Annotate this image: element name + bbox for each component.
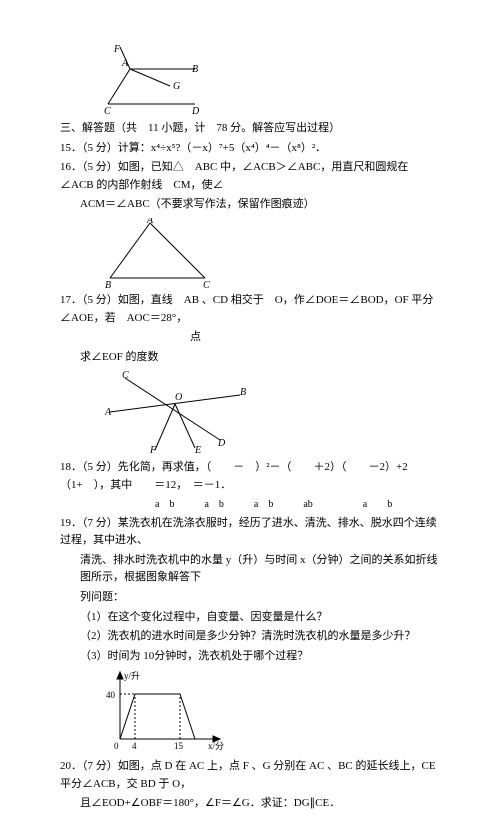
label-D: D bbox=[191, 106, 200, 116]
label-A: A bbox=[104, 407, 112, 418]
q18-text: 18．（5 分）先化简，再求值，（ － ）²－（ ＋2）（ －2）+2（1+ ）… bbox=[60, 459, 440, 494]
q18-vars: a b a b a b ab a b bbox=[60, 497, 440, 513]
label-G: G bbox=[173, 81, 180, 92]
label-C: C bbox=[122, 370, 129, 381]
q19-sub2: （2）洗衣机的进水时间是多少分钟？清洗时洗衣机的水量是多少升？ bbox=[60, 628, 440, 646]
label-B: B bbox=[105, 280, 111, 288]
label-F: F bbox=[113, 44, 121, 55]
q17-text-b: 点 bbox=[60, 329, 440, 347]
q19-sub3: （3）时间为 10分钟时，洗衣机处于哪个过程？ bbox=[60, 648, 440, 666]
chart-xtick-0: 0 bbox=[114, 741, 119, 751]
chart-xtick-4: 4 bbox=[132, 741, 137, 751]
label-B: B bbox=[240, 387, 246, 398]
label-A: A bbox=[146, 218, 154, 226]
label-B: B bbox=[192, 64, 198, 75]
label-C: C bbox=[104, 106, 111, 116]
q17-text-a: 17．（5 分）如图，直线 AB 、CD 相交于 O，作∠DOE＝∠BOD，OF… bbox=[60, 292, 440, 327]
q17-text-c: 求∠EOF 的度数 bbox=[60, 349, 440, 367]
chart-ylabel: y/升 bbox=[124, 671, 140, 681]
chart-xlabel: x/分 bbox=[208, 741, 224, 751]
figure-q19-chart: y/升 40 0 4 15 x/分 bbox=[100, 669, 440, 754]
q20-text-b: 且∠EOD+∠OBF＝180°，∠F＝∠G．求证：DG∥CE． bbox=[60, 795, 440, 813]
q20-text-a: 20．（7 分）如图，点 D 在 AC 上，点 F 、G 分别在 AC 、BC … bbox=[60, 758, 440, 793]
label-D: D bbox=[217, 438, 226, 449]
label-E: E bbox=[194, 445, 201, 455]
chart-ytick-40: 40 bbox=[106, 690, 116, 700]
chart-xtick-15: 15 bbox=[174, 741, 184, 751]
label-O: O bbox=[175, 392, 182, 403]
figure-q14: F A B G C D bbox=[100, 44, 440, 116]
section-3-heading: 三、解答题（共 11 小题，计 78 分。解答应写出过程） bbox=[60, 120, 440, 138]
q19-text-a: 19．（7 分）某洗衣机在洗涤衣服时，经历了进水、清洗、排水、脱水四个连续过程，… bbox=[60, 515, 440, 550]
q16-text-b: ACM＝∠ABC（不要求写作法，保留作图痕迹） bbox=[60, 196, 440, 214]
q19-text-b: 清洗、排水时洗衣机中的水量 y（升）与时间 x（分钟）之间的关系如折线图所示，根… bbox=[60, 552, 440, 587]
q15-text: 15．（5 分）计算：x⁴÷x⁵?（－x）⁷+5（x⁴）⁴－（x⁸）²． bbox=[60, 140, 440, 158]
q16-text-a: 16．（5 分）如图，已知△ ABC 中，∠ACB＞∠ABC，用直尺和圆规在∠A… bbox=[60, 159, 440, 194]
figure-q17: C A O B F D E bbox=[100, 370, 440, 455]
q19-text-c: 列问题： bbox=[60, 589, 440, 607]
label-C: C bbox=[203, 280, 210, 288]
figure-q16: A B C bbox=[100, 218, 440, 288]
label-F: F bbox=[149, 445, 157, 455]
label-A: A bbox=[121, 58, 129, 69]
q19-sub1: （1）在这个变化过程中，自变量、因变量是什么？ bbox=[60, 609, 440, 627]
